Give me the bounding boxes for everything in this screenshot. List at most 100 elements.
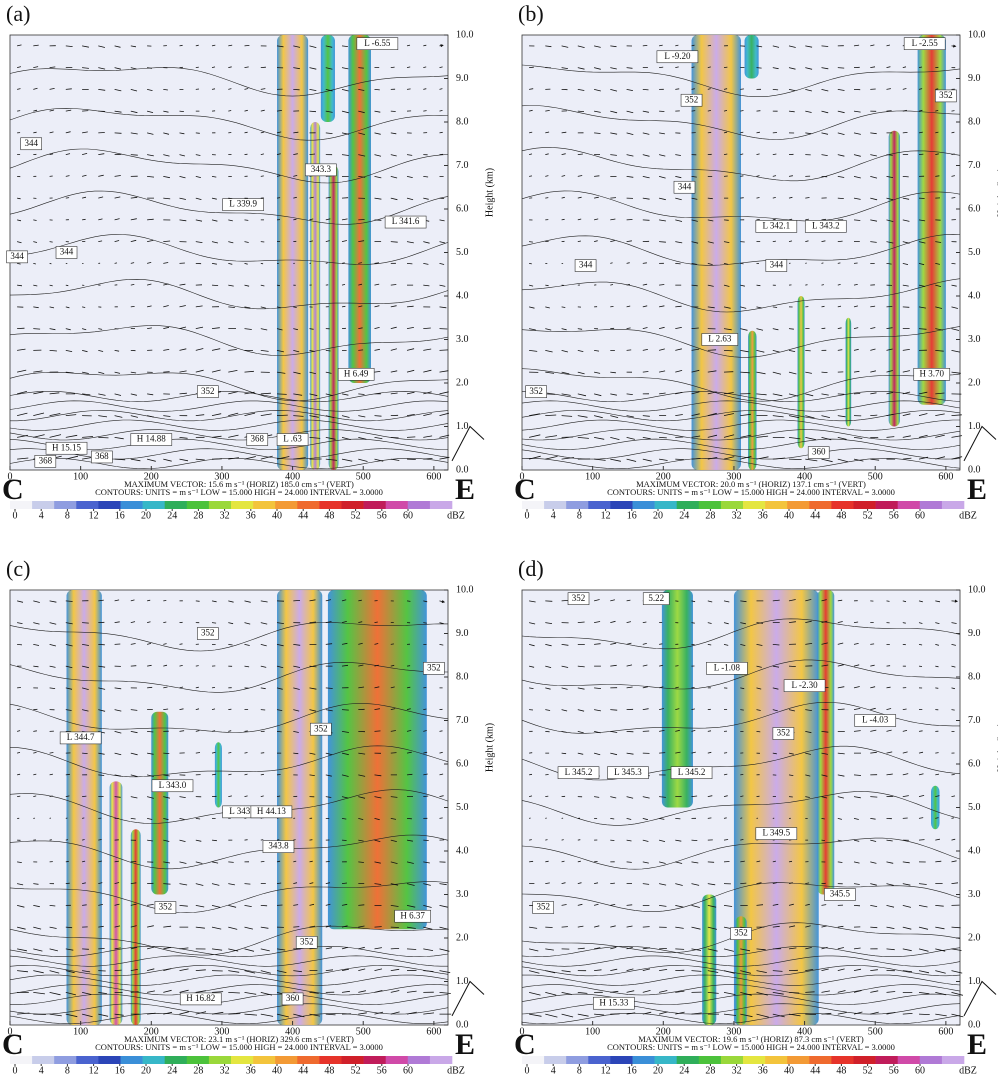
colorbar-swatch bbox=[809, 501, 832, 509]
contour-label: L 345.3 bbox=[614, 767, 642, 777]
colorbar-swatch bbox=[566, 501, 589, 509]
colorbar-tick-label: 40 bbox=[272, 510, 282, 521]
contour-label: 343.8 bbox=[268, 841, 289, 851]
colorbar-tick-label: 20 bbox=[653, 510, 663, 521]
contour-label-box bbox=[310, 722, 332, 736]
colorbar-tick-label: 8 bbox=[65, 510, 70, 521]
contour-label: L 345.2 bbox=[678, 767, 706, 777]
y-tick-label: 6.0 bbox=[968, 758, 981, 769]
contour-label-box bbox=[670, 766, 713, 780]
x-tick-label: 300 bbox=[726, 471, 741, 482]
colorbar-swatch bbox=[385, 1056, 409, 1064]
colorbar-tick-label: 0 bbox=[525, 1065, 530, 1076]
y-tick-label: 0.0 bbox=[456, 1019, 469, 1030]
colorbar-swatch bbox=[941, 501, 965, 509]
colorbar-tick-label: 20 bbox=[141, 510, 151, 521]
reflectivity bbox=[66, 590, 102, 1025]
colorbar-swatch bbox=[610, 501, 633, 509]
contour-label: 352 bbox=[427, 662, 441, 672]
y-tick-label: 4.0 bbox=[968, 290, 981, 301]
x-tick-label: 200 bbox=[656, 471, 671, 482]
y-tick-label: 5.0 bbox=[456, 802, 469, 813]
x-tick-label: 0 bbox=[8, 1026, 13, 1037]
colorbar-swatch bbox=[32, 501, 55, 509]
y-tick-label: 10.0 bbox=[968, 29, 986, 40]
contour-label-box bbox=[755, 220, 798, 233]
x-tick-label: 500 bbox=[356, 1026, 371, 1037]
colorbar-swatch bbox=[120, 1056, 143, 1064]
colorbar-swatch bbox=[385, 501, 409, 509]
contour-label: 344 bbox=[60, 247, 74, 257]
reflectivity bbox=[733, 590, 819, 1025]
colorbar-tick-label: 32 bbox=[732, 1065, 742, 1076]
colorbar-tick-label: 4 bbox=[39, 510, 44, 521]
colorbar-tick-label: 52 bbox=[863, 510, 873, 521]
colorbar-swatch bbox=[407, 1056, 431, 1064]
x-tick-label: 100 bbox=[73, 1026, 88, 1037]
contour-label: 368 bbox=[251, 434, 265, 444]
contour-label-box bbox=[772, 727, 795, 740]
x-tick-label: 500 bbox=[868, 1026, 883, 1037]
contour-label: L -9.20 bbox=[664, 51, 691, 61]
colorbar-tick-label: 28 bbox=[705, 510, 715, 521]
y-tick-label: 5.0 bbox=[968, 802, 981, 813]
colorbar-swatch bbox=[676, 1056, 700, 1064]
colorbar-tick-label: 12 bbox=[601, 1065, 611, 1076]
contour-label-box bbox=[701, 333, 739, 346]
section-start: C bbox=[2, 473, 24, 506]
reflectivity bbox=[277, 35, 309, 470]
colorbar-swatch bbox=[54, 1056, 77, 1064]
colorbar-swatch bbox=[522, 501, 545, 509]
x-tick-label: 200 bbox=[144, 471, 159, 482]
colorbar-swatch bbox=[853, 1056, 876, 1064]
colorbar-unit: dBZ bbox=[959, 1065, 977, 1076]
contour-label-box bbox=[642, 592, 670, 606]
contour-label-box bbox=[557, 766, 600, 780]
contours-info: CONTOURS: UNITS = m s⁻¹ LOW = 15.000 HIG… bbox=[607, 487, 895, 497]
contour-label: 352 bbox=[314, 723, 328, 733]
contour-label: 344 bbox=[770, 260, 784, 270]
x-tick-label: 600 bbox=[426, 471, 441, 482]
colorbar-tick-label: 24 bbox=[167, 1065, 177, 1076]
colorbar-swatch bbox=[186, 1056, 210, 1064]
colorbar-swatch bbox=[231, 501, 254, 509]
colorbar-tick-label: 12 bbox=[89, 510, 99, 521]
contour-label: H 14.88 bbox=[137, 434, 166, 444]
x-tick-label: 500 bbox=[356, 471, 371, 482]
colorbar-swatch bbox=[363, 501, 386, 509]
contour-label: 352 bbox=[777, 728, 791, 738]
colorbar-tick-label: 56 bbox=[889, 1065, 899, 1076]
y-tick-label: 7.0 bbox=[456, 715, 469, 726]
colorbar-tick-label: 8 bbox=[577, 510, 582, 521]
contour-label: 352 bbox=[572, 593, 586, 603]
y-tick-label: 5.0 bbox=[968, 247, 981, 258]
contour-label: 343.3 bbox=[311, 164, 332, 174]
colorbar-swatch bbox=[632, 501, 655, 509]
colorbar-tick-label: 48 bbox=[324, 1065, 334, 1076]
contour-label: 352 bbox=[734, 928, 748, 938]
colorbar-tick-label: 32 bbox=[220, 1065, 230, 1076]
colorbar-tick-label: 4 bbox=[39, 1065, 44, 1076]
colorbar-swatch bbox=[941, 1056, 965, 1064]
y-tick-label: 3.0 bbox=[968, 889, 981, 900]
y-tick-label: 6.0 bbox=[456, 203, 469, 214]
colorbar-tick-label: 16 bbox=[115, 1065, 125, 1076]
colorbar-tick-label: 60 bbox=[915, 510, 925, 521]
colorbar-tick-label: 40 bbox=[784, 510, 794, 521]
y-tick-label: 3.0 bbox=[968, 334, 981, 345]
colorbar-tick-label: 52 bbox=[351, 1065, 361, 1076]
colorbar-tick-label: 56 bbox=[377, 510, 387, 521]
contour-label-box bbox=[765, 259, 788, 272]
colorbar-swatch bbox=[698, 501, 722, 509]
max-vector: MAXIMUM VECTOR: 23.1 m s⁻¹ (HORIZ) 329.6… bbox=[124, 1034, 354, 1044]
colorbar-unit: dBZ bbox=[959, 510, 977, 521]
colorbar-swatch bbox=[32, 1056, 55, 1064]
contour-label-box bbox=[295, 936, 318, 949]
x-tick-label: 600 bbox=[938, 471, 953, 482]
contour-label-box bbox=[197, 627, 219, 640]
colorbar-tick-label: 32 bbox=[732, 510, 742, 521]
contour-label-box bbox=[197, 385, 219, 399]
colorbar-swatch bbox=[743, 501, 766, 509]
colorbar-swatch bbox=[76, 1056, 99, 1064]
colorbar-unit: dBZ bbox=[447, 1065, 465, 1076]
